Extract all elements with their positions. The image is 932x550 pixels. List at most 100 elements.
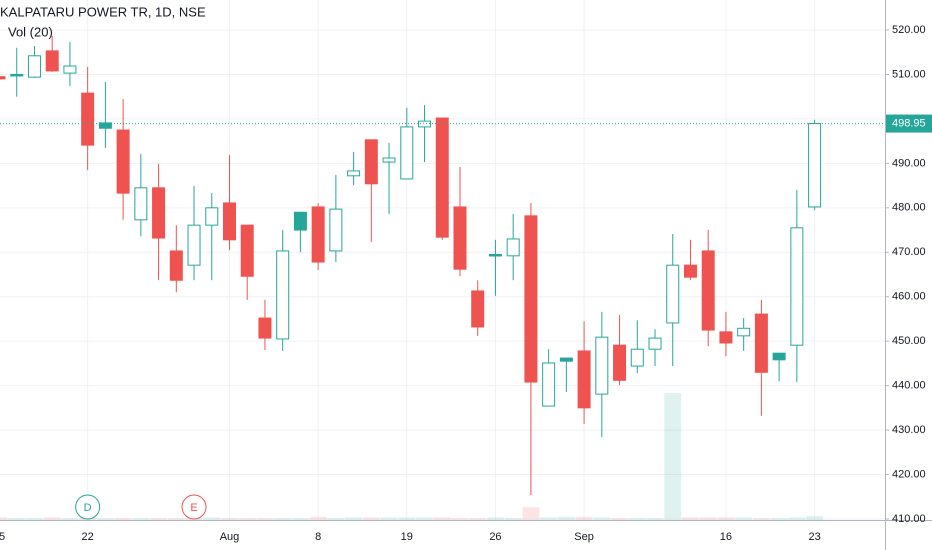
candle-body xyxy=(347,170,361,177)
volume-bar xyxy=(486,517,504,520)
x-tick-label: 22 xyxy=(82,531,94,543)
candle-body xyxy=(98,122,112,129)
x-tick-label: 16 xyxy=(720,531,732,543)
volume-bar xyxy=(416,517,434,520)
volume-pane xyxy=(0,393,824,520)
candle-body xyxy=(311,206,325,263)
y-tick-label: 450.00 xyxy=(892,335,926,347)
candle-body xyxy=(435,117,449,238)
event-label: E xyxy=(190,502,197,514)
candle-body xyxy=(293,211,307,231)
volume-bar xyxy=(611,518,629,520)
volume-bar xyxy=(327,518,345,520)
volume-bar xyxy=(380,517,398,520)
volume-indicator: Vol (20) xyxy=(8,24,53,39)
volume-bar xyxy=(167,518,185,520)
volume-bar xyxy=(291,518,309,520)
candle-body xyxy=(187,224,201,266)
x-tick-label: 15 xyxy=(0,531,5,543)
candle-body xyxy=(737,327,751,337)
x-tick-label: 26 xyxy=(489,531,501,543)
candle-body xyxy=(329,208,343,252)
volume-bar xyxy=(43,517,61,520)
candle-body xyxy=(542,362,556,407)
x-tick-label: Sep xyxy=(574,531,594,543)
volume-bar xyxy=(114,518,132,520)
volume-bar xyxy=(575,516,593,520)
candle-body xyxy=(240,224,254,277)
volume-bar xyxy=(735,517,753,520)
y-tick-label: 470.00 xyxy=(892,246,926,258)
candle-body xyxy=(134,187,148,221)
x-tick-label: Aug xyxy=(220,531,240,543)
volume-bar xyxy=(540,517,558,520)
volume-bar xyxy=(220,518,238,520)
y-tick-label: 430.00 xyxy=(892,424,926,436)
volume-bar xyxy=(345,517,363,520)
candle-body xyxy=(205,207,219,226)
candle-body xyxy=(790,227,804,346)
candle-body xyxy=(577,350,591,409)
volume-bar xyxy=(238,518,256,520)
candle-body xyxy=(81,92,95,146)
candle-body xyxy=(222,202,236,241)
volume-bar xyxy=(522,507,540,520)
volume-bar xyxy=(256,518,274,520)
event-marker xyxy=(181,494,207,520)
volume-bar xyxy=(150,518,168,520)
candle-body xyxy=(169,250,183,281)
volume-bar xyxy=(646,518,664,520)
y-tick-label: 520.00 xyxy=(892,24,926,36)
candle-body xyxy=(648,337,662,350)
candle-body xyxy=(772,352,786,361)
y-tick-label: 420.00 xyxy=(892,468,926,480)
x-tick-label: 19 xyxy=(401,531,413,543)
y-tick-label: 510.00 xyxy=(892,68,926,80)
volume-bar xyxy=(132,518,150,520)
candle-body xyxy=(0,76,6,80)
volume-bar xyxy=(0,517,8,520)
candle-body xyxy=(45,50,59,72)
chart-title: KALPATARU POWER TR, 1D, NSE xyxy=(0,4,206,19)
candle-body xyxy=(453,206,467,270)
volume-bar xyxy=(362,517,380,520)
x-tick-label: 23 xyxy=(808,531,820,543)
candle-body xyxy=(506,238,520,257)
candle-body xyxy=(488,253,502,257)
candle-body xyxy=(524,215,538,383)
candle-body xyxy=(471,290,485,328)
volume-bar xyxy=(274,518,292,520)
candle-body xyxy=(595,336,609,395)
volume-bar xyxy=(398,517,416,520)
event-marker xyxy=(75,494,101,520)
volume-bar xyxy=(664,393,682,520)
volume-bar xyxy=(699,517,717,520)
candle-body xyxy=(382,157,396,163)
volume-bar xyxy=(788,517,806,520)
candle-body xyxy=(258,317,272,339)
candle-body xyxy=(666,264,680,324)
volume-bar xyxy=(469,518,487,520)
candle-body xyxy=(364,139,378,185)
candle-body xyxy=(630,348,644,367)
y-tick-label: 410.00 xyxy=(892,513,926,525)
volume-bar xyxy=(61,518,79,520)
y-axis: 410.00 420.00 430.00 440.00 450.00 460.00 470.… xyxy=(885,24,932,525)
volume-bar xyxy=(203,517,221,520)
event-label: D xyxy=(84,502,92,514)
candle-body xyxy=(701,250,715,331)
volume-bar xyxy=(25,518,43,520)
y-tick-label: 460.00 xyxy=(892,291,926,303)
candle-body xyxy=(152,187,166,239)
candle-body xyxy=(400,126,414,180)
volume-bar xyxy=(557,516,575,520)
volume-bar xyxy=(717,517,735,520)
y-tick-label: 480.00 xyxy=(892,202,926,214)
candle-body xyxy=(613,344,627,381)
last-price-label: 498.95 xyxy=(892,117,926,129)
candle-body xyxy=(27,55,41,78)
volume-bar xyxy=(628,518,646,520)
